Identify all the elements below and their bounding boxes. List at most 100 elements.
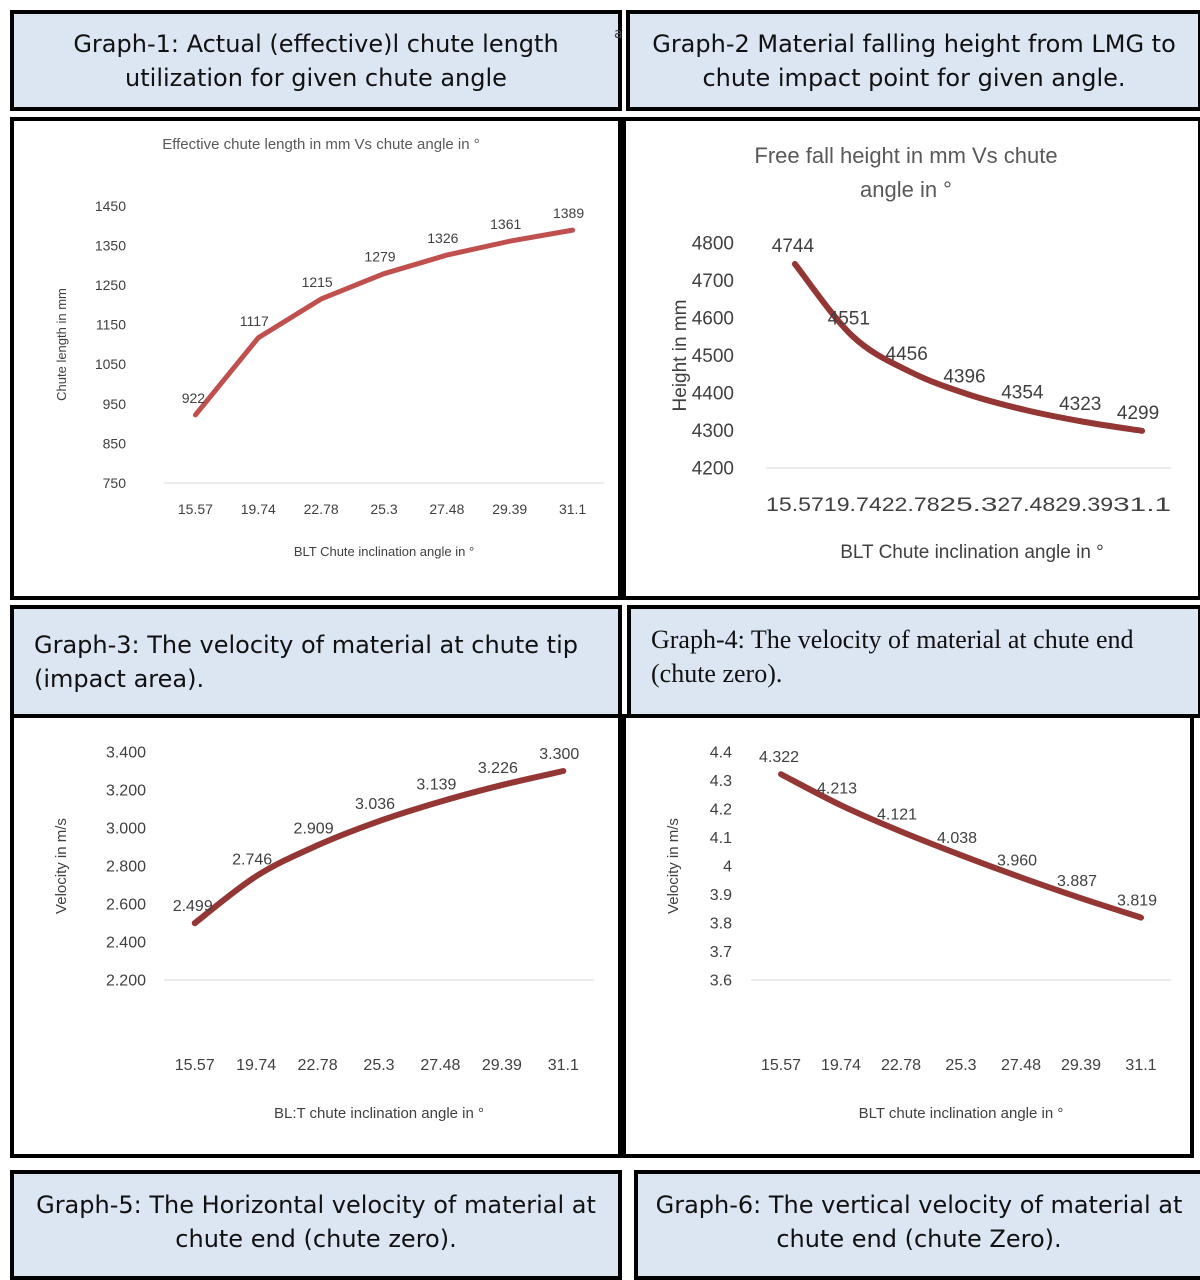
x-axis-label: BLT chute inclination angle in ° bbox=[859, 1105, 1064, 1122]
y-tick-label: 1450 bbox=[95, 198, 126, 214]
x-tick-label: 27.48 bbox=[429, 501, 464, 517]
y-tick-label: 3.7 bbox=[710, 944, 732, 961]
data-label: 1279 bbox=[364, 249, 395, 265]
y-tick-label: 2.400 bbox=[106, 935, 146, 952]
x-tick-label: 31.1 bbox=[548, 1057, 579, 1074]
graph-2-caption: Graph-2 Material falling height from LMG… bbox=[626, 10, 1200, 111]
data-label: 1117 bbox=[240, 313, 269, 329]
x-axis-label: BL:T chute inclination angle in ° bbox=[274, 1105, 484, 1122]
x-tick-label: 19.74 bbox=[821, 1057, 861, 1074]
chart-title: Effective chute length in mm Vs chute an… bbox=[162, 136, 480, 153]
x-tick-label: 22.78 bbox=[298, 1057, 338, 1074]
data-label: 4.038 bbox=[937, 830, 977, 847]
graph-1-caption: Graph-1: Actual (effective)l chute lengt… bbox=[10, 10, 622, 111]
data-label: 3.139 bbox=[416, 777, 456, 794]
stray-character: a bbox=[614, 26, 623, 42]
x-tick-label: 25.3 bbox=[945, 1057, 976, 1074]
y-tick-label: 4.1 bbox=[710, 830, 732, 847]
graph-6-caption: Graph-6: The vertical velocity of materi… bbox=[634, 1170, 1200, 1280]
x-tick-label: 29.39 bbox=[482, 1057, 522, 1074]
y-tick-label: 1250 bbox=[95, 277, 126, 293]
y-tick-label: 4.3 bbox=[710, 773, 732, 790]
x-axis-label: BLT Chute inclination angle in ° bbox=[840, 542, 1104, 563]
y-tick-label: 1050 bbox=[95, 356, 126, 372]
x-tick-label: 19.74 bbox=[241, 501, 276, 517]
y-tick-label: 3.6 bbox=[710, 973, 732, 990]
data-label: 4744 bbox=[772, 236, 815, 257]
y-tick-label: 4300 bbox=[692, 421, 734, 442]
x-tick-label: 31.1 bbox=[1113, 495, 1171, 516]
x-axis-label: BLT Chute inclination angle in ° bbox=[294, 544, 474, 559]
x-tick-label: 15.57 bbox=[175, 1057, 215, 1074]
x-tick-label: 29.39 bbox=[492, 501, 527, 517]
y-tick-label: 4600 bbox=[692, 309, 734, 330]
data-label: 4323 bbox=[1059, 394, 1101, 415]
data-label: 1389 bbox=[553, 205, 584, 221]
y-tick-label: 850 bbox=[103, 435, 127, 451]
data-label: 1326 bbox=[427, 230, 458, 246]
data-label: 4.121 bbox=[877, 807, 917, 824]
data-label: 3.887 bbox=[1057, 873, 1097, 890]
y-tick-label: 3.200 bbox=[106, 783, 146, 800]
graph-5-caption: Graph-5: The Horizontal velocity of mate… bbox=[10, 1170, 622, 1280]
y-tick-label: 4800 bbox=[692, 234, 734, 255]
x-tick-label: 19.74 bbox=[824, 495, 882, 516]
data-label: 3.300 bbox=[539, 746, 579, 763]
data-label: 3.960 bbox=[997, 852, 1037, 869]
data-label: 1215 bbox=[302, 274, 333, 290]
data-label: 2.909 bbox=[294, 820, 334, 837]
y-tick-label: 4200 bbox=[692, 459, 734, 480]
chart-title-line: angle in ° bbox=[860, 177, 952, 202]
data-label: 1361 bbox=[490, 216, 521, 232]
y-tick-label: 4400 bbox=[692, 384, 734, 405]
y-tick-label: 1150 bbox=[96, 317, 126, 333]
x-tick-label: 15.57 bbox=[761, 1057, 801, 1074]
x-tick-label: 25.3 bbox=[370, 501, 397, 517]
data-label: 3.036 bbox=[355, 796, 395, 813]
y-tick-label: 3.8 bbox=[710, 916, 732, 933]
data-label: 4354 bbox=[1001, 382, 1044, 403]
y-tick-label: 2.200 bbox=[106, 973, 146, 990]
y-tick-label: 1350 bbox=[95, 237, 126, 253]
chart-2-panel: Free fall height in mm Vs chute angle in … bbox=[622, 117, 1200, 600]
chart-1-panel: Effective chute length in mm Vs chute an… bbox=[10, 117, 622, 600]
series-line bbox=[195, 771, 564, 923]
y-tick-label: 2.600 bbox=[106, 897, 146, 914]
x-tick-label: 27.48 bbox=[1001, 1057, 1041, 1074]
x-tick-label: 31.1 bbox=[559, 501, 586, 517]
chart-4-svg: 3.6 3.7 3.8 3.9 4 4.1 4.2 4.3 4.4 15.57 19.74 22.78… bbox=[626, 718, 1190, 1154]
data-label: 4396 bbox=[943, 367, 985, 388]
data-label: 3.226 bbox=[478, 760, 518, 777]
y-tick-label: 950 bbox=[103, 396, 127, 412]
y-axis-label: Height in mm bbox=[670, 300, 691, 412]
x-tick-label: 22.78 bbox=[882, 495, 940, 516]
y-axis-label: Chute length in mm bbox=[54, 288, 69, 401]
y-tick-label: 2.800 bbox=[106, 859, 146, 876]
y-tick-label: 4700 bbox=[692, 271, 734, 292]
data-label: 3.819 bbox=[1117, 893, 1157, 910]
y-axis-label: Velocity in m/s bbox=[665, 818, 682, 914]
x-tick-label: 22.78 bbox=[304, 501, 339, 517]
y-tick-label: 4.2 bbox=[710, 802, 732, 819]
x-tick-label: 29.39 bbox=[1055, 495, 1113, 516]
chart-2-svg: Free fall height in mm Vs chute angle in … bbox=[626, 121, 1198, 596]
y-tick-label: 750 bbox=[103, 475, 127, 491]
chart-3-svg: 2.2002.4002.6002.8003.0003.2003.40015.57… bbox=[14, 718, 618, 1154]
chart-4-panel: 3.6 3.7 3.8 3.9 4 4.1 4.2 4.3 4.4 15.57 19.74 22.78… bbox=[622, 714, 1194, 1158]
chart-1-svg: Effective chute length in mm Vs chute an… bbox=[14, 121, 618, 596]
x-tick-label: 19.74 bbox=[236, 1057, 276, 1074]
chart-title-line: Free fall height in mm Vs chute bbox=[754, 143, 1057, 168]
x-tick-label: 31.1 bbox=[1125, 1057, 1156, 1074]
y-tick-label: 4500 bbox=[692, 346, 734, 367]
x-tick-label: 22.78 bbox=[881, 1057, 921, 1074]
x-tick-label: 27.48 bbox=[420, 1057, 460, 1074]
y-tick-label: 4.4 bbox=[710, 745, 732, 762]
y-tick-label: 3.9 bbox=[710, 887, 732, 904]
data-label: 2.499 bbox=[173, 898, 213, 915]
data-label: 4456 bbox=[886, 344, 928, 365]
x-tick-label: 15.57 bbox=[766, 495, 824, 516]
y-tick-label: 4 bbox=[723, 859, 732, 876]
data-label: 4299 bbox=[1117, 403, 1159, 424]
data-label: 4.322 bbox=[759, 749, 799, 766]
data-label: 2.746 bbox=[232, 851, 272, 868]
